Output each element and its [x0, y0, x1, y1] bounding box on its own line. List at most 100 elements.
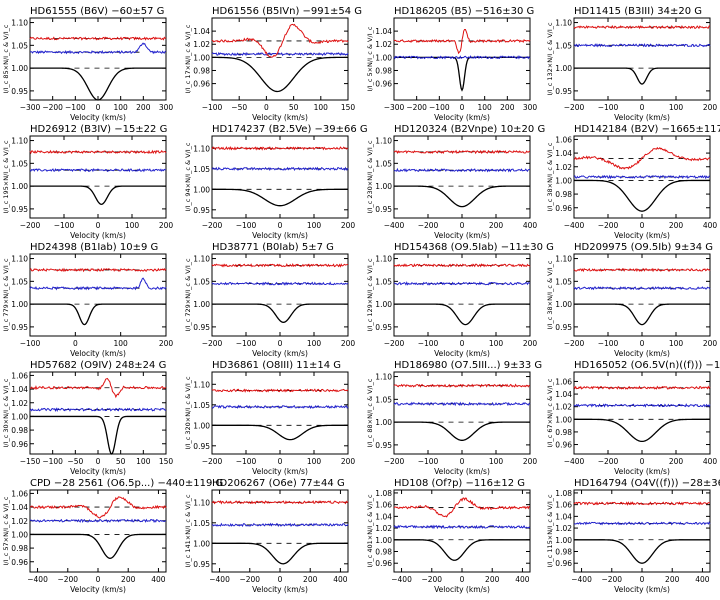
- null-profile-line: [573, 146, 711, 170]
- x-tick-label: 0: [278, 221, 283, 230]
- y-tick-label: 0.95: [375, 441, 392, 450]
- x-tick-label: 400: [703, 457, 718, 466]
- x-tick-label: −50: [67, 457, 83, 466]
- x-tick-label: 100: [478, 103, 493, 112]
- y-tick-label: 1.05: [555, 277, 572, 286]
- x-tick-label: 200: [159, 339, 174, 348]
- x-tick-label: 200: [523, 339, 538, 348]
- panel-title: HD186980 (O7.5III...) 9±33 G: [394, 360, 542, 371]
- y-tick-label: 1.04: [375, 27, 392, 36]
- panel-18: HD206267 (O6e) 77±44 G −400 −200 0 200 400 Vel…: [184, 478, 349, 594]
- y-tick-label: 0.98: [375, 548, 392, 557]
- panel-19: HD108 (Of?p) −116±12 G −400 −200 0 200 400 Vel…: [366, 478, 531, 594]
- y-tick-label: 1.10: [555, 19, 572, 28]
- panel-14: HD36861 (O8III) 11±14 G −200 −100 0 100 200 Ve…: [184, 360, 355, 476]
- intensity-profile-line: [394, 185, 530, 208]
- axes-frame: [29, 253, 167, 337]
- stokes-v-line: [211, 281, 349, 286]
- intensity-profile-line: [30, 303, 166, 326]
- x-tick-label: −400: [564, 221, 585, 230]
- x-tick-label: −100: [65, 103, 86, 112]
- y-tick-label: 1.04: [555, 390, 572, 399]
- stokes-v-line: [573, 286, 711, 291]
- x-tick-label: −200: [239, 575, 260, 584]
- y-axis-label: I/I_c 94×N/I_c & V/I_c: [184, 142, 192, 211]
- y-tick-label: 1.04: [193, 27, 210, 36]
- x-tick-label: 0: [96, 103, 101, 112]
- axes-frame: [573, 17, 711, 101]
- x-tick-label: 0: [460, 339, 465, 348]
- y-tick-label: 1.10: [375, 137, 392, 146]
- intensity-profile-line: [30, 185, 166, 205]
- y-tick-label: 1.02: [11, 517, 28, 526]
- x-tick-label: 150: [341, 103, 356, 112]
- y-tick-label: 1.06: [375, 501, 392, 510]
- x-tick-label: 0: [96, 221, 101, 230]
- x-tick-label: 400: [695, 575, 710, 584]
- y-tick-label: 1.00: [193, 539, 210, 548]
- axes-frame: [393, 17, 531, 101]
- y-axis-label: I/I_c 129×N/I_c & V/I_c: [366, 258, 374, 332]
- panel-title: HD164794 (O4V((f))) −28±36 G: [574, 478, 720, 489]
- y-tick-label: 0.95: [193, 560, 210, 569]
- x-axis-label: Velocity (km/s): [70, 113, 126, 122]
- x-tick-label: −100: [202, 103, 223, 112]
- x-axis-label: Velocity (km/s): [434, 467, 490, 476]
- x-tick-label: −200: [57, 575, 78, 584]
- y-tick-label: 1.04: [11, 385, 28, 394]
- x-tick-label: 0: [278, 339, 283, 348]
- x-tick-label: −200: [564, 103, 585, 112]
- panel-title: HD61555 (B6V) −60±57 G: [30, 6, 164, 17]
- axes-frame: [29, 135, 167, 219]
- axes-frame: [211, 371, 349, 455]
- x-tick-label: 100: [489, 339, 504, 348]
- axes-frame: [393, 135, 531, 219]
- y-axis-label: I/I_c 38×N/I_c & V/I_c: [546, 142, 554, 211]
- y-tick-label: 0.95: [11, 205, 28, 214]
- null-profile-line: [211, 263, 349, 268]
- panel-title: HD165052 (O6.5V(n)((f))) −14±51 G: [574, 360, 720, 371]
- null-profile-line: [29, 36, 167, 41]
- y-tick-label: 0.96: [11, 558, 28, 567]
- panel-title: HD11415 (B3III) 34±20 G: [574, 6, 702, 17]
- x-tick-label: 200: [159, 221, 174, 230]
- x-tick-label: 200: [669, 457, 684, 466]
- x-tick-label: 100: [125, 221, 140, 230]
- x-tick-label: −100: [54, 221, 75, 230]
- axes-frame: [211, 17, 349, 101]
- x-tick-label: 200: [665, 575, 680, 584]
- x-tick-label: 200: [341, 221, 356, 230]
- panel-7: HD120324 (B2Vnpe) 10±20 G −400 −200 0 200 400…: [366, 124, 545, 240]
- y-tick-label: 1.00: [375, 418, 392, 427]
- x-tick-label: −400: [384, 221, 405, 230]
- intensity-profile-line: [30, 533, 166, 559]
- intensity-profile-line: [394, 421, 530, 441]
- y-axis-label: I/I_c 230×N/I_c & V/I_c: [366, 140, 374, 214]
- null-profile-line: [573, 267, 711, 273]
- y-axis-label: I/I_c 729×N/I_c & V/I_c: [184, 258, 192, 332]
- intensity-profile-line: [30, 67, 166, 101]
- x-tick-label: 200: [485, 575, 500, 584]
- x-tick-label: −200: [406, 103, 427, 112]
- x-tick-label: −200: [202, 339, 223, 348]
- x-tick-label: 300: [159, 103, 174, 112]
- x-tick-label: −100: [20, 339, 41, 348]
- x-axis-label: Velocity (km/s): [614, 231, 670, 240]
- x-tick-label: −300: [384, 103, 405, 112]
- y-tick-label: 1.06: [555, 501, 572, 510]
- y-tick-label: 1.05: [375, 395, 392, 404]
- y-axis-label: I/I_c 17×N/I_c & V/I_c: [184, 24, 192, 93]
- y-tick-label: 1.00: [11, 412, 28, 421]
- intensity-profile-line: [574, 67, 710, 85]
- x-tick-label: 200: [303, 575, 318, 584]
- y-tick-label: 0.95: [11, 87, 28, 96]
- y-tick-label: 1.05: [193, 519, 210, 528]
- x-tick-label: 50: [116, 457, 126, 466]
- x-tick-label: 0: [640, 221, 645, 230]
- panel-title: HD120324 (B2Vnpe) 10±20 G: [394, 124, 545, 135]
- x-tick-label: −200: [42, 103, 63, 112]
- y-tick-label: 0.98: [11, 544, 28, 553]
- x-tick-label: −200: [564, 339, 585, 348]
- axes-frame: [29, 489, 167, 573]
- y-tick-label: 1.05: [11, 159, 28, 168]
